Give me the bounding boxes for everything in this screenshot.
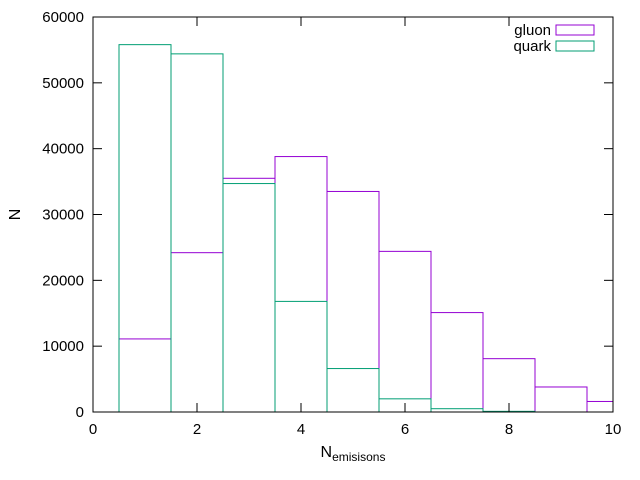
- gluon-bar: [430, 312, 484, 412]
- quark-bar: [118, 44, 172, 412]
- gluon-bar: [274, 156, 328, 412]
- quark-bar: [430, 408, 484, 412]
- x-axis-label-subscript: emisisons: [332, 450, 385, 464]
- quark-bar: [222, 183, 276, 412]
- y-tick-label: 40000: [42, 141, 84, 158]
- y-tick-label: 60000: [42, 9, 84, 26]
- quark-series: [118, 44, 536, 412]
- x-tick-label: 0: [89, 421, 97, 438]
- quark-bar: [326, 368, 380, 412]
- y-axis-label: N: [7, 209, 24, 221]
- quark-bar: [170, 53, 224, 412]
- legend-label-gluon: gluon: [514, 22, 551, 39]
- gluon-bar: [378, 250, 432, 412]
- y-tick-label: 0: [76, 404, 84, 421]
- gluon-bar: [534, 386, 588, 412]
- gluon-bar: [118, 338, 172, 412]
- x-tick-label: 2: [193, 421, 201, 438]
- y-tick-label: 50000: [42, 75, 84, 92]
- axis-ticks: 0 2 4 6 8 10 0 10000 20000 30000 40000 50000 60000: [42, 9, 621, 438]
- gluon-bar: [170, 252, 224, 412]
- gluon-bar: [326, 190, 380, 412]
- gluon-bar: [222, 177, 276, 412]
- legend-swatch-quark: [555, 40, 595, 52]
- y-tick-label: 30000: [42, 207, 84, 224]
- legend-swatch-gluon: [555, 24, 595, 36]
- quark-bar: [274, 300, 328, 412]
- legend-label-quark: quark: [513, 38, 551, 55]
- x-axis-label: Nemisisons: [321, 444, 386, 464]
- x-tick-label: 6: [401, 421, 409, 438]
- x-tick-label: 10: [605, 421, 622, 438]
- y-tick-label: 20000: [42, 272, 84, 289]
- x-tick-label: 4: [297, 421, 305, 438]
- x-axis-label-main: N: [321, 444, 333, 461]
- gluon-bar: [586, 400, 613, 412]
- y-tick-label: 10000: [42, 338, 84, 355]
- x-tick-label: 8: [505, 421, 513, 438]
- quark-bar: [378, 398, 432, 412]
